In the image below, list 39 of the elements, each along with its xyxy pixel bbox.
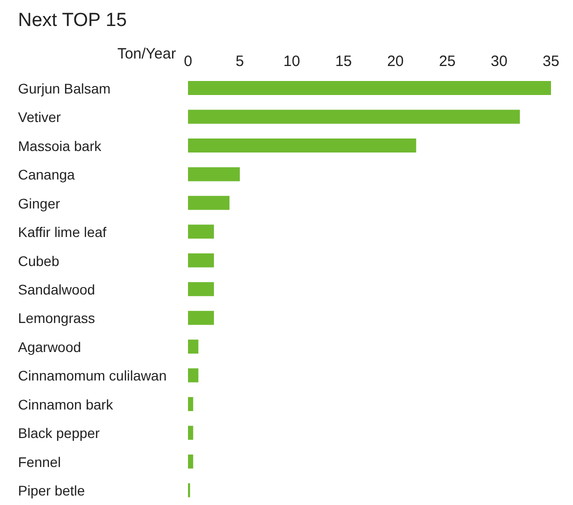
bar	[188, 224, 214, 239]
y-tick-label: Agarwood	[18, 338, 82, 355]
bar	[188, 253, 214, 268]
bar	[188, 454, 194, 469]
bar	[188, 282, 214, 296]
bar	[188, 196, 230, 210]
y-tick-label: Cinnamon bark	[18, 396, 114, 412]
y-tick-label: Gurjun Balsam	[18, 80, 111, 96]
y-tick-label: Black pepper	[18, 425, 100, 442]
bar	[188, 167, 240, 182]
bar	[188, 426, 194, 440]
x-tick-label: 20	[387, 53, 404, 70]
y-tick-label: Massoia bark	[18, 138, 102, 154]
bar	[188, 340, 198, 354]
chart-title: Next TOP 15	[17, 9, 128, 33]
y-tick-label: Fennel	[18, 454, 61, 470]
x-tick-label: 35	[542, 53, 560, 70]
y-tick-label: Vetiver	[18, 109, 62, 126]
y-tick-label: Cubeb	[18, 252, 60, 269]
x-tick-label: 5	[236, 53, 244, 70]
y-tick-label: Cananga	[18, 166, 76, 183]
y-tick-label: Sandalwood	[18, 282, 96, 298]
x-tick-label: 15	[335, 53, 352, 70]
y-tick-label: Lemongrass	[18, 310, 96, 326]
bar	[188, 310, 214, 325]
bar	[188, 397, 194, 412]
x-tick-label: 30	[490, 53, 508, 70]
x-tick-label: 0	[184, 53, 192, 70]
bar	[188, 110, 520, 124]
bar	[188, 138, 416, 152]
x-tick-label: 10	[283, 53, 300, 70]
bar	[188, 81, 551, 95]
y-tick-label: Ginger	[18, 195, 60, 212]
y-tick-label: Cinnamomum culilawan	[18, 368, 167, 384]
y-tick-label: Piper betle	[18, 482, 86, 499]
x-axis-title: Ton/Year	[117, 45, 176, 62]
bar	[188, 368, 198, 382]
y-tick-label: Kaffir lime leaf	[18, 224, 107, 240]
x-tick-label: 25	[438, 53, 456, 70]
